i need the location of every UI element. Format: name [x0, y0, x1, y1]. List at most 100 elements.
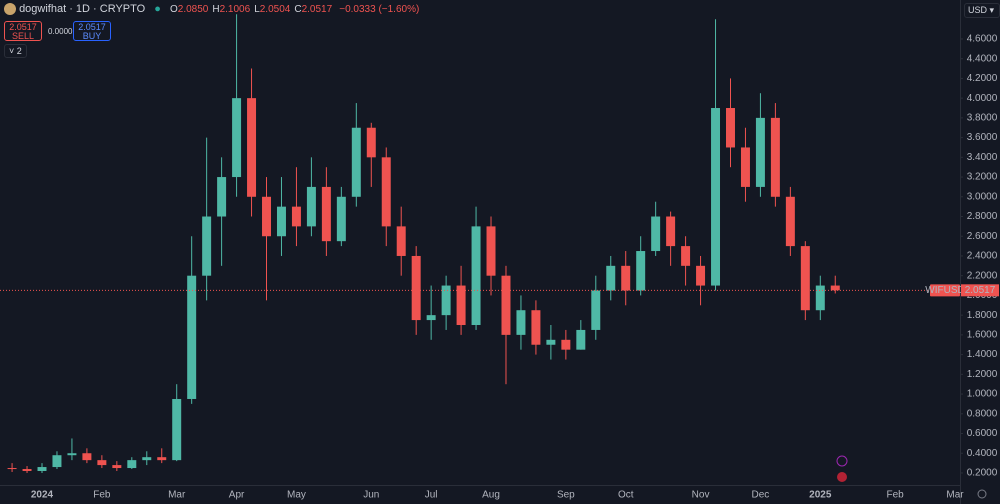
- y-tick-label: 1.2000: [967, 369, 998, 380]
- symbol-title[interactable]: dogwifhat · 1D · CRYPTO: [19, 3, 146, 15]
- event-icon: [836, 455, 848, 467]
- ohlc-value: 2.1006: [219, 4, 251, 15]
- candle-body: [172, 398, 182, 461]
- y-tick-label: 1.0000: [967, 389, 998, 400]
- candle-body: [411, 255, 421, 321]
- x-tick-label: Jul: [425, 490, 438, 501]
- y-tick-label: 1.6000: [967, 330, 998, 341]
- y-tick-label: 4.6000: [967, 34, 998, 45]
- ohlc-label: O: [169, 4, 178, 15]
- symbol-tag-label: WIFUSD: [925, 285, 964, 296]
- symbol-icon: [4, 3, 16, 16]
- spread: 0.0000: [48, 27, 73, 36]
- change: −0.0333 (−1.60%): [339, 4, 420, 15]
- x-tick-label: 2025: [809, 490, 832, 501]
- y-tick-label: 0.6000: [967, 428, 998, 439]
- candle-body: [576, 329, 586, 350]
- buy-label: BUY: [82, 31, 102, 41]
- candle-body: [232, 98, 242, 178]
- settings-icon: [977, 489, 987, 499]
- candle-body: [726, 108, 735, 148]
- y-tick-label: 0.2000: [967, 468, 998, 479]
- y-tick-label: 3.8000: [967, 113, 998, 124]
- candle-body: [127, 460, 137, 469]
- candle-body: [351, 127, 361, 197]
- sell-price: 2.0517: [9, 22, 37, 32]
- x-tick-label: Jun: [363, 490, 379, 501]
- price-tag-label: 2.0517: [965, 285, 996, 296]
- candle-body: [785, 196, 795, 247]
- header-row: dogwifhat · 1D · CRYPTO ● O2.0850 H2.1006…: [4, 3, 420, 16]
- x-tick-label: 2024: [31, 490, 54, 501]
- indicators-count: 2: [16, 46, 22, 56]
- candle-body: [486, 226, 496, 276]
- candle-body: [67, 453, 77, 456]
- candle-body: [321, 186, 331, 242]
- ohlc-label: L: [254, 4, 260, 15]
- x-tick-label: Apr: [229, 490, 245, 501]
- y-tick-label: 0.4000: [967, 448, 998, 459]
- x-tick-label: Mar: [946, 490, 964, 501]
- candle-body: [666, 216, 676, 247]
- ohlc-label: C: [294, 4, 302, 15]
- candle-body: [830, 285, 840, 291]
- y-tick-label: 4.0000: [967, 93, 998, 104]
- y-tick-label: 2.4000: [967, 251, 998, 262]
- candle-body: [22, 469, 32, 471]
- candle-body: [456, 285, 466, 326]
- candle-body: [426, 315, 436, 321]
- candle-body: [561, 339, 571, 350]
- y-tick-label: 3.4000: [967, 152, 998, 163]
- candle-body: [755, 117, 765, 187]
- symbol-tag: [930, 284, 960, 297]
- y-tick-label: 2.8000: [967, 211, 998, 222]
- y-tick-label: 2.2000: [967, 270, 998, 281]
- candle-body: [7, 468, 17, 470]
- x-tick-label: Feb: [93, 490, 111, 501]
- candle-body: [501, 275, 511, 335]
- candle-body: [381, 157, 391, 227]
- x-tick-label: Aug: [482, 490, 500, 501]
- candle-body: [82, 453, 92, 461]
- candle-body: [217, 177, 227, 217]
- y-tick-label: 4.4000: [967, 53, 998, 64]
- ohlc-label: H: [212, 4, 220, 15]
- candle-body: [37, 467, 47, 471]
- x-tick-label: Sep: [557, 490, 575, 501]
- x-tick-label: Oct: [618, 490, 634, 501]
- price-axis: [960, 0, 1000, 504]
- ohlc-value: 2.0517: [301, 4, 333, 15]
- candle-body: [306, 186, 316, 227]
- candle-body: [336, 196, 346, 242]
- time-axis: [0, 485, 960, 504]
- candle-body: [591, 290, 601, 330]
- y-tick-label: 1.8000: [967, 310, 998, 321]
- x-tick-label: Dec: [752, 490, 770, 501]
- currency-select[interactable]: USD ▾: [964, 3, 1000, 18]
- candle-body: [651, 216, 661, 252]
- indicators-toggle[interactable]: ˅ 2: [4, 44, 27, 58]
- buy-button[interactable]: 2.0517 BUY: [73, 21, 111, 41]
- candle-body: [187, 275, 197, 399]
- candle-body: [471, 226, 481, 326]
- candle-body: [681, 246, 691, 266]
- candle-body: [262, 196, 271, 237]
- candle-body: [366, 127, 376, 158]
- candle-body: [740, 147, 750, 187]
- candle-body: [546, 339, 556, 345]
- y-tick-label: 3.0000: [967, 191, 998, 202]
- price-tag: [961, 284, 999, 297]
- sell-button[interactable]: 2.0517 SELL: [4, 21, 42, 41]
- y-tick-label: 3.2000: [967, 172, 998, 183]
- ohlc: O2.0850 H2.1006 L2.0504 C2.0517: [170, 4, 336, 15]
- candle-body: [696, 265, 706, 286]
- candle-body: [157, 457, 167, 461]
- y-tick-label: 3.6000: [967, 132, 998, 143]
- candle-body: [142, 457, 152, 461]
- candle-body: [800, 246, 810, 311]
- candle-body: [441, 285, 451, 316]
- event-icon: [837, 472, 847, 482]
- y-tick-label: 0.8000: [967, 408, 998, 419]
